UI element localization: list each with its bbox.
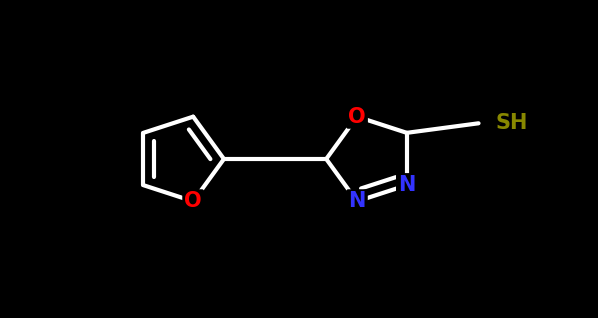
Text: SH: SH bbox=[495, 113, 527, 133]
Text: O: O bbox=[184, 191, 202, 211]
Text: O: O bbox=[348, 107, 366, 127]
Text: N: N bbox=[348, 191, 366, 211]
Text: N: N bbox=[398, 175, 416, 195]
